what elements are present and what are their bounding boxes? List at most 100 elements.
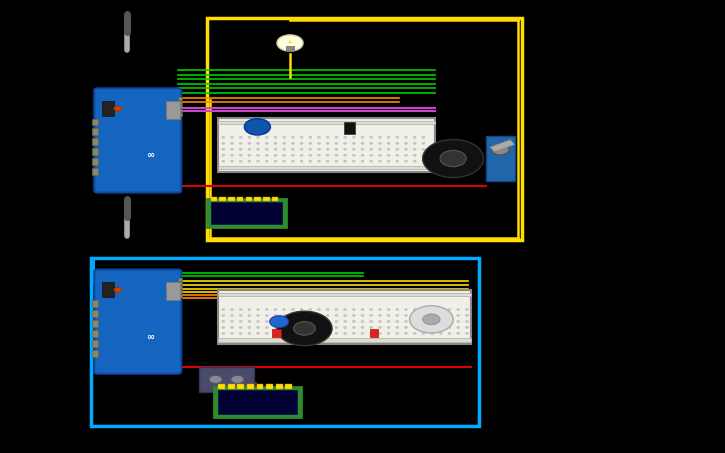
Circle shape xyxy=(335,154,338,156)
Circle shape xyxy=(387,142,390,144)
Circle shape xyxy=(413,308,416,310)
Circle shape xyxy=(370,142,373,144)
Circle shape xyxy=(318,149,320,150)
Circle shape xyxy=(283,160,286,162)
Circle shape xyxy=(457,321,460,323)
Circle shape xyxy=(335,314,338,316)
Circle shape xyxy=(361,308,364,310)
Circle shape xyxy=(413,149,416,150)
Circle shape xyxy=(465,333,468,334)
Circle shape xyxy=(344,142,347,144)
Circle shape xyxy=(370,333,373,334)
Bar xyxy=(91,258,478,426)
Text: ✦: ✦ xyxy=(287,40,293,46)
Circle shape xyxy=(448,327,451,328)
Circle shape xyxy=(309,160,312,162)
Circle shape xyxy=(352,136,355,138)
Circle shape xyxy=(335,142,338,144)
Bar xyxy=(92,139,98,145)
Circle shape xyxy=(387,154,390,156)
Circle shape xyxy=(257,327,260,328)
Circle shape xyxy=(318,327,320,328)
Bar xyxy=(178,290,182,293)
Circle shape xyxy=(423,314,440,325)
Circle shape xyxy=(405,142,407,144)
Circle shape xyxy=(318,154,320,156)
Circle shape xyxy=(370,314,373,316)
Bar xyxy=(92,350,98,357)
Circle shape xyxy=(274,136,277,138)
Bar xyxy=(237,197,244,201)
Circle shape xyxy=(231,142,233,144)
Circle shape xyxy=(318,314,320,316)
Circle shape xyxy=(265,321,268,323)
Circle shape xyxy=(422,327,425,328)
Circle shape xyxy=(309,327,312,328)
Circle shape xyxy=(231,321,233,323)
Bar xyxy=(102,101,114,116)
Bar xyxy=(218,293,471,296)
Circle shape xyxy=(283,327,286,328)
Circle shape xyxy=(222,149,225,150)
Circle shape xyxy=(326,321,329,323)
Circle shape xyxy=(248,142,251,144)
Circle shape xyxy=(239,149,242,150)
Bar xyxy=(272,329,281,337)
Circle shape xyxy=(370,321,373,323)
Circle shape xyxy=(318,333,320,334)
Circle shape xyxy=(378,160,381,162)
Bar xyxy=(237,384,244,389)
Circle shape xyxy=(309,154,312,156)
Circle shape xyxy=(439,327,442,328)
Circle shape xyxy=(239,327,242,328)
Circle shape xyxy=(222,314,225,316)
Circle shape xyxy=(370,154,373,156)
Bar xyxy=(276,384,283,389)
Circle shape xyxy=(222,154,225,156)
Circle shape xyxy=(352,149,355,150)
Circle shape xyxy=(257,149,260,150)
Circle shape xyxy=(378,142,381,144)
Circle shape xyxy=(335,308,338,310)
Circle shape xyxy=(422,333,425,334)
Bar xyxy=(92,330,98,337)
Bar xyxy=(92,310,98,317)
Circle shape xyxy=(387,314,390,316)
Circle shape xyxy=(335,136,338,138)
Circle shape xyxy=(283,314,286,316)
Circle shape xyxy=(300,314,303,316)
Circle shape xyxy=(344,333,347,334)
Bar xyxy=(178,105,182,107)
Circle shape xyxy=(387,327,390,328)
Bar xyxy=(272,197,278,201)
Bar xyxy=(286,46,294,51)
Circle shape xyxy=(326,154,329,156)
Circle shape xyxy=(231,333,233,334)
Circle shape xyxy=(248,327,251,328)
Bar xyxy=(370,329,378,337)
Circle shape xyxy=(413,160,416,162)
Bar xyxy=(178,286,182,289)
Circle shape xyxy=(431,308,434,310)
Circle shape xyxy=(239,321,242,323)
Circle shape xyxy=(283,154,286,156)
Circle shape xyxy=(257,333,260,334)
Circle shape xyxy=(423,140,484,178)
Circle shape xyxy=(335,149,338,150)
Circle shape xyxy=(352,154,355,156)
Bar xyxy=(92,129,98,135)
FancyBboxPatch shape xyxy=(94,88,181,193)
Circle shape xyxy=(405,149,407,150)
Circle shape xyxy=(231,327,233,328)
Circle shape xyxy=(326,149,329,150)
Circle shape xyxy=(222,136,225,138)
Bar xyxy=(257,384,263,389)
Circle shape xyxy=(231,375,244,383)
Circle shape xyxy=(387,136,390,138)
Circle shape xyxy=(422,160,425,162)
Circle shape xyxy=(326,308,329,310)
Circle shape xyxy=(326,136,329,138)
Circle shape xyxy=(457,327,460,328)
Circle shape xyxy=(396,154,399,156)
Circle shape xyxy=(274,149,277,150)
